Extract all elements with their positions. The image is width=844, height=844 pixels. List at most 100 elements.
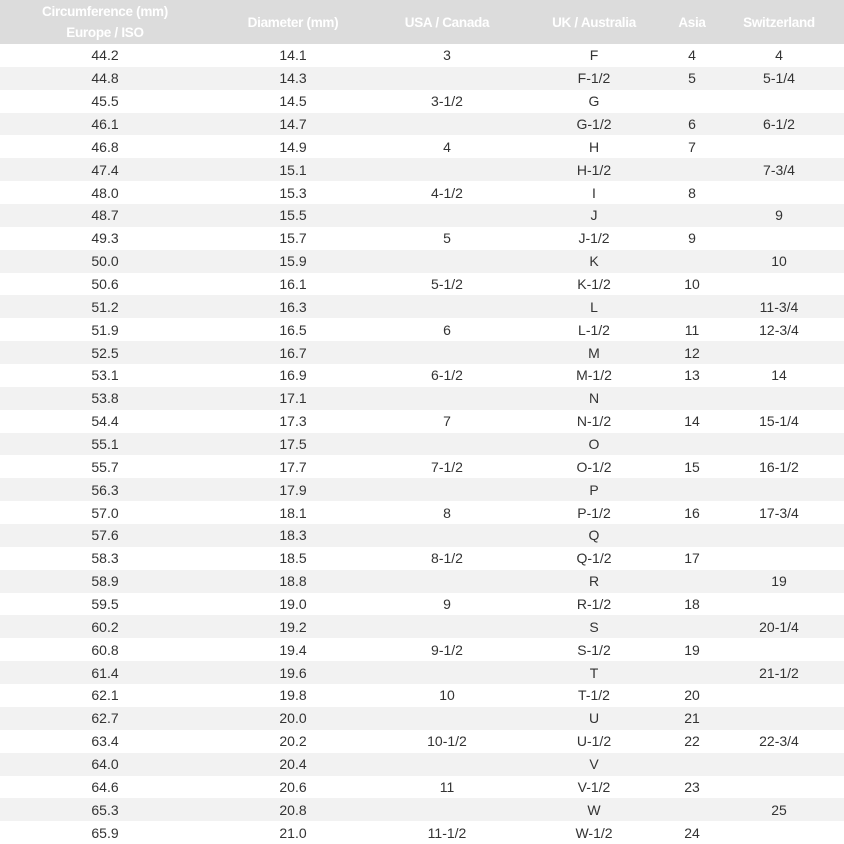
cell-usa-canada: 11-1/2 (427, 824, 467, 841)
cell-switzerland: 21-1/2 (714, 661, 844, 685)
cell-usa-canada (376, 386, 518, 410)
table-row: 49.3 15.7 5 J-1/2 9 (0, 227, 844, 250)
cell-uk-australia: M (518, 341, 670, 365)
table-row: 56.3 17.9 P (0, 478, 844, 502)
cell-switzerland (714, 135, 844, 158)
table-row: 65.3 20.8 W 25 (0, 798, 844, 822)
cell-usa-canada (376, 752, 518, 776)
cell-switzerland (714, 432, 844, 456)
cell-asia: 9 (688, 230, 696, 247)
cell-circumference: 59.5 (91, 596, 119, 613)
cell-circumference: 48.7 (0, 204, 210, 227)
cell-asia: 21 (670, 706, 714, 730)
table-row: 45.5 14.5 3-1/2 G (0, 90, 844, 113)
cell-usa-canada: 5 (443, 230, 451, 247)
cell-circumference: 57.0 (91, 504, 119, 521)
table-row: 48.7 15.5 J 9 (0, 204, 844, 227)
table-row: 44.8 14.3 F-1/2 5 5-1/4 (0, 66, 844, 90)
cell-switzerland: 15-1/4 (759, 413, 799, 430)
cell-asia (670, 478, 714, 502)
cell-diameter: 15.5 (210, 204, 376, 227)
cell-asia: 13 (684, 367, 700, 384)
cell-circumference: 55.1 (0, 432, 210, 456)
cell-circumference: 63.4 (91, 733, 119, 750)
cell-usa-canada: 4-1/2 (431, 184, 463, 201)
cell-usa-canada (376, 615, 518, 639)
table-row: 64.6 20.6 11 V-1/2 23 (0, 776, 844, 799)
cell-diameter: 17.9 (210, 478, 376, 502)
cell-diameter: 18.3 (210, 524, 376, 547)
cell-diameter: 18.1 (279, 504, 307, 521)
cell-switzerland (714, 821, 844, 844)
cell-usa-canada: 4 (443, 138, 451, 155)
cell-diameter: 20.0 (210, 706, 376, 730)
cell-switzerland: 11-3/4 (714, 295, 844, 319)
table-row: 48.0 15.3 4-1/2 I 8 (0, 181, 844, 204)
cell-uk-australia: F-1/2 (518, 66, 670, 90)
cell-switzerland: 25 (714, 798, 844, 822)
cell-usa-canada: 11 (439, 778, 455, 795)
cell-circumference: 58.9 (0, 569, 210, 593)
cell-switzerland: 22-3/4 (759, 733, 799, 750)
cell-switzerland: 5-1/4 (714, 66, 844, 90)
table-row: 62.1 19.8 10 T-1/2 20 (0, 684, 844, 707)
cell-usa-canada: 10-1/2 (427, 733, 467, 750)
cell-uk-australia: F (589, 47, 599, 64)
cell-switzerland (714, 593, 844, 616)
cell-diameter: 17.7 (279, 458, 307, 475)
cell-usa-canada (376, 432, 518, 456)
cell-uk-australia: T-1/2 (578, 687, 610, 704)
header-asia: Asia (670, 0, 714, 44)
cell-uk-australia: Q-1/2 (576, 550, 612, 567)
cell-uk-australia: L (518, 295, 670, 319)
cell-asia: 22 (684, 733, 700, 750)
cell-asia: 5 (670, 66, 714, 90)
cell-circumference: 54.4 (91, 413, 119, 430)
cell-diameter: 20.2 (279, 733, 307, 750)
cell-circumference: 44.8 (0, 66, 210, 90)
header-circumference: Circumference (mm) Europe / ISO (0, 0, 210, 44)
cell-uk-australia: L-1/2 (578, 321, 610, 338)
cell-usa-canada: 5-1/2 (431, 276, 463, 293)
cell-diameter: 19.6 (210, 661, 376, 685)
cell-uk-australia: W (518, 798, 670, 822)
cell-switzerland: 7-3/4 (714, 158, 844, 182)
cell-diameter: 19.2 (210, 615, 376, 639)
cell-uk-australia: U (518, 706, 670, 730)
cell-diameter: 16.5 (279, 321, 307, 338)
cell-diameter: 19.0 (279, 596, 307, 613)
table-row: 55.7 17.7 7-1/2 O-1/2 15 16-1/2 (0, 455, 844, 478)
cell-asia (670, 798, 714, 822)
cell-uk-australia: V (518, 752, 670, 776)
cell-usa-canada (376, 661, 518, 685)
cell-diameter: 21.0 (279, 824, 307, 841)
table-row: 50.6 16.1 5-1/2 K-1/2 10 (0, 273, 844, 296)
cell-circumference: 46.8 (91, 138, 119, 155)
cell-switzerland (714, 524, 844, 547)
cell-usa-canada (376, 706, 518, 730)
table-row: 57.0 18.1 8 P-1/2 16 17-3/4 (0, 501, 844, 524)
cell-uk-australia: S-1/2 (577, 641, 611, 658)
table-row: 58.9 18.8 R 19 (0, 569, 844, 593)
cell-usa-canada: 6-1/2 (431, 367, 463, 384)
cell-usa-canada (376, 569, 518, 593)
table-row: 60.2 19.2 S 20-1/4 (0, 615, 844, 639)
table-row: 53.1 16.9 6-1/2 M-1/2 13 14 (0, 364, 844, 387)
cell-usa-canada (376, 295, 518, 319)
table-row: 58.3 18.5 8-1/2 Q-1/2 17 (0, 547, 844, 570)
cell-usa-canada (376, 341, 518, 365)
cell-circumference: 58.3 (91, 550, 119, 567)
cell-uk-australia: K-1/2 (577, 276, 611, 293)
cell-switzerland: 19 (714, 569, 844, 593)
table-row: 46.1 14.7 G-1/2 6 6-1/2 (0, 112, 844, 136)
cell-usa-canada: 7-1/2 (431, 458, 463, 475)
cell-switzerland: 17-3/4 (759, 504, 799, 521)
cell-asia (670, 524, 714, 547)
cell-asia: 4 (688, 47, 696, 64)
cell-asia (670, 386, 714, 410)
cell-asia: 8 (688, 184, 696, 201)
cell-asia (670, 249, 714, 273)
cell-diameter: 18.5 (279, 550, 307, 567)
cell-circumference: 62.1 (91, 687, 119, 704)
